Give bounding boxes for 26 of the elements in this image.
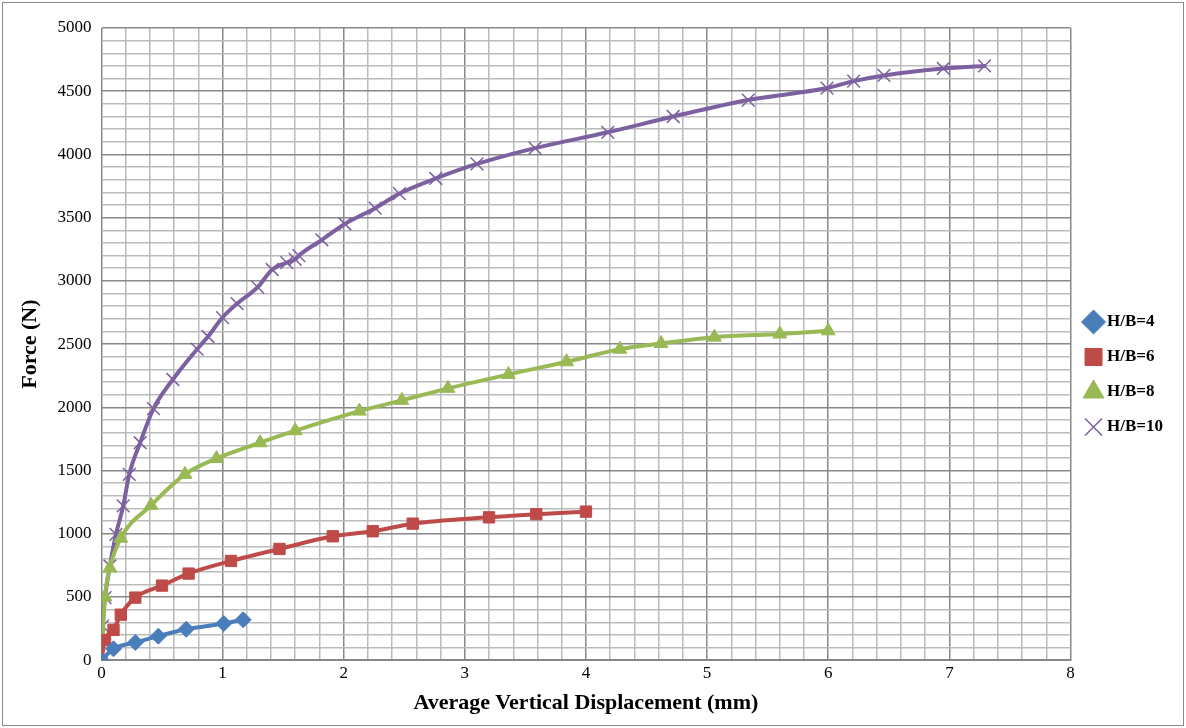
x-tick-label: 3 [460,662,470,682]
y-tick-label: 500 [65,586,92,606]
y-tick-label: 2000 [57,396,92,416]
y-tick-label: 3500 [57,207,92,227]
y-tick-label: 2500 [57,333,92,353]
x-tick-label: 0 [97,662,106,682]
x-tick-label: 6 [824,662,833,682]
x-tick-label: 8 [1066,662,1075,682]
legend-label: H/B=8 [1107,381,1155,401]
y-tick-label: 3000 [57,270,92,290]
x-tick-label: 5 [702,662,712,682]
legend-label: H/B=4 [1107,311,1155,331]
y-tick-label: 5000 [57,17,92,37]
x-axis-title: Average Vertical Displacement (mm) [413,689,759,715]
y-tick-label: 4000 [57,143,92,163]
x-tick-label: 4 [581,662,591,682]
x-tick-label: 2 [339,662,348,682]
y-axis-title: Force (N) [15,299,41,389]
y-tick-label: 0 [82,649,92,669]
legend-label: H/B=6 [1107,346,1155,366]
y-tick-label: 1500 [57,460,92,480]
x-tick-label: 1 [218,662,227,682]
legend-label: H/B=10 [1107,416,1164,436]
y-tick-label: 4500 [57,80,92,100]
x-tick-label: 7 [945,662,955,682]
y-tick-label: 1000 [57,523,92,543]
